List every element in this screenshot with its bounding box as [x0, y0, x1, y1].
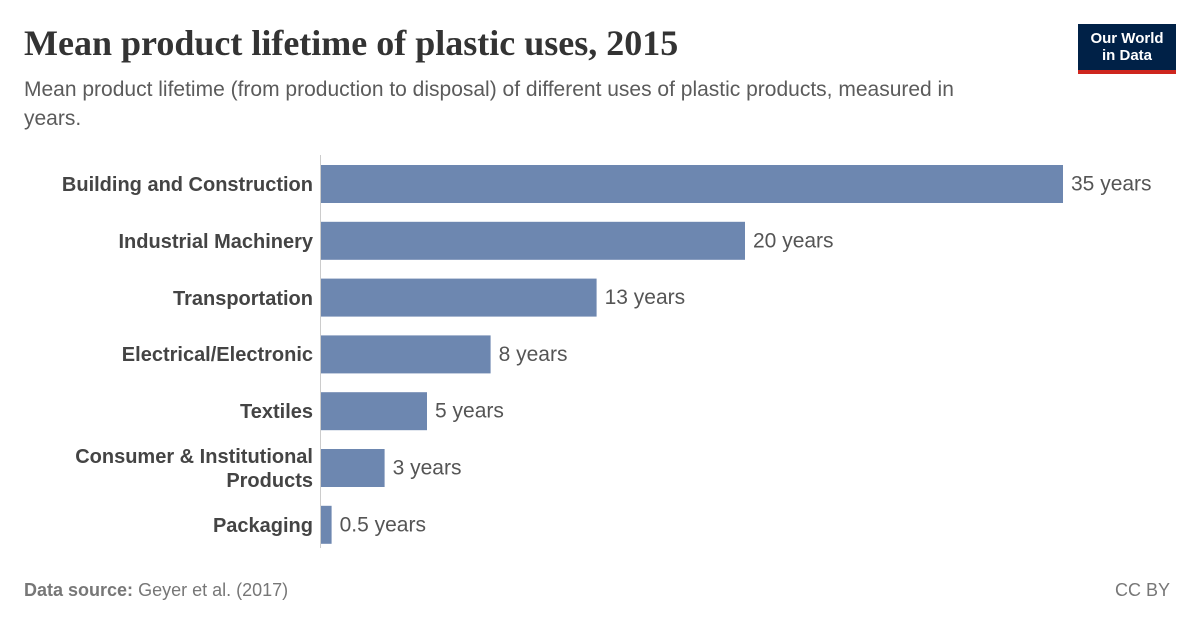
category-label: Electrical/Electronic	[121, 344, 313, 367]
value-label: 35 years	[1071, 173, 1152, 196]
bar	[321, 449, 385, 487]
chart-title: Mean product lifetime of plastic uses, 2…	[24, 23, 679, 63]
bar	[321, 505, 332, 544]
bar	[321, 221, 745, 260]
value-label: 13 years	[605, 286, 686, 309]
bar	[321, 165, 1063, 203]
value-label: 3 years	[393, 457, 462, 480]
value-label: 5 years	[435, 400, 504, 423]
value-label: 0.5 years	[340, 513, 426, 536]
category-label: Consumer & Institutional Products	[75, 446, 313, 492]
category-label: Building and Construction	[61, 174, 313, 196]
logo-line: in Data	[1101, 47, 1152, 64]
source-label: Data source:	[24, 580, 134, 600]
bar	[321, 278, 597, 317]
logo[interactable]: Our World in Data	[1078, 24, 1176, 74]
value-label: 20 years	[753, 229, 834, 252]
value-label: 8 years	[499, 343, 568, 366]
chart-subtitle: Mean product lifetime (from production t…	[24, 78, 954, 130]
bar	[321, 335, 491, 374]
source: Data source: Geyer et al. (2017)	[24, 580, 288, 601]
logo-line: Our World	[1090, 30, 1164, 47]
category-label: Packaging	[212, 514, 313, 537]
source-text[interactable]: Geyer et al. (2017)	[138, 580, 289, 600]
category-label: Transportation	[172, 287, 313, 310]
bar	[321, 392, 427, 431]
category-label: Industrial Machinery	[118, 230, 314, 253]
license[interactable]: CC BY	[1114, 580, 1170, 600]
category-label: Textiles	[240, 401, 313, 424]
